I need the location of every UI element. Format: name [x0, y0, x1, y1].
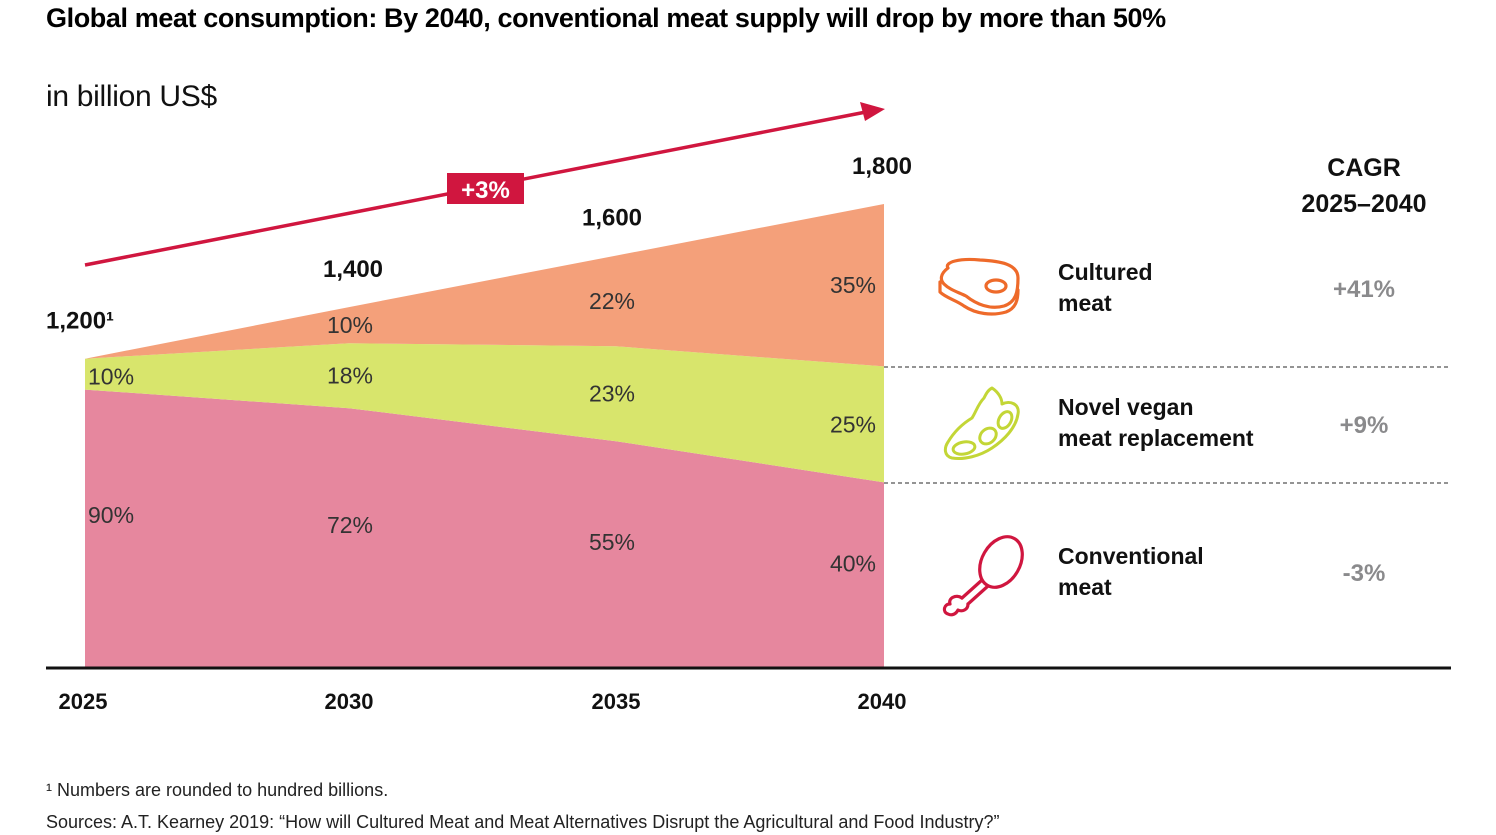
cagr-header-line1: CAGR: [1327, 154, 1401, 182]
chicken-drumstick-icon: [942, 535, 1024, 617]
total-label-2040: 1,800: [852, 153, 912, 180]
share-label-conventional-2040: 40%: [830, 551, 876, 577]
total-label-2030: 1,400: [323, 256, 383, 283]
growth-arrow: +3%: [84, 102, 885, 267]
footnote-source: Sources: A.T. Kearney 2019: “How will Cu…: [46, 812, 1000, 832]
legend-name-line2: meat replacement: [1058, 425, 1254, 451]
share-labels: 90% 72% 55% 40% 10% 18% 23% 25% 10% 22% 35%: [88, 272, 876, 576]
legend-name-line2: meat: [1058, 290, 1112, 316]
legend-name-line1: Novel vegan: [1058, 394, 1194, 420]
x-tick-label-2030: 2030: [325, 689, 374, 714]
area-layers: [85, 204, 884, 668]
total-labels: 1,200¹ 1,400 1,600 1,800: [46, 153, 912, 335]
share-label-conventional-2035: 55%: [589, 529, 635, 555]
x-tick-label-2040: 2040: [858, 689, 907, 714]
share-label-vegan-2025: 10%: [88, 364, 134, 390]
share-label-cultured-2035: 22%: [589, 288, 635, 314]
share-label-vegan-2040: 25%: [830, 411, 876, 437]
legend-item-cultured-meat: Cultured meat +41%: [938, 257, 1395, 316]
growth-badge: [447, 173, 524, 204]
x-axis-tick-labels: 2025 2030 2035 2040: [59, 689, 907, 714]
legend-cagr-value: +41%: [1333, 276, 1395, 303]
steak-icon: [938, 257, 1020, 316]
share-label-vegan-2035: 23%: [589, 381, 635, 407]
unit-label: in billion US$: [46, 80, 217, 113]
legend-item-conventional-meat: Conventional meat -3%: [942, 535, 1386, 617]
share-label-cultured-2030: 10%: [327, 312, 373, 338]
total-label-2025: 1,200¹: [46, 308, 114, 335]
legend-name-line2: meat: [1058, 574, 1112, 600]
legend-cagr-value: -3%: [1343, 560, 1386, 587]
share-label-cultured-2040: 35%: [830, 272, 876, 298]
footnote-rounding: ¹ Numbers are rounded to hundred billion…: [46, 780, 389, 800]
soybean-pod-icon: [943, 386, 1020, 460]
legend-name-line1: Conventional: [1058, 543, 1204, 569]
legend-cagr-value: +9%: [1340, 412, 1389, 439]
total-label-2035: 1,600: [582, 205, 642, 232]
x-tick-label-2025: 2025: [59, 689, 108, 714]
cagr-header-line2: 2025–2040: [1301, 190, 1426, 218]
chart-title: Global meat consumption: By 2040, conven…: [46, 3, 1166, 33]
area-cultured: [85, 204, 884, 367]
share-label-vegan-2030: 18%: [327, 363, 373, 389]
area-conventional: [85, 389, 884, 668]
growth-badge-text: +3%: [461, 177, 510, 204]
legend-item-novel-vegan-meat: Novel vegan meat replacement +9%: [943, 386, 1389, 460]
x-tick-label-2035: 2035: [592, 689, 641, 714]
share-label-conventional-2025: 90%: [88, 502, 134, 528]
share-label-conventional-2030: 72%: [327, 512, 373, 538]
legend-name-line1: Cultured: [1058, 259, 1153, 285]
area-vegan: [85, 343, 884, 483]
growth-arrow-head: [860, 102, 885, 121]
